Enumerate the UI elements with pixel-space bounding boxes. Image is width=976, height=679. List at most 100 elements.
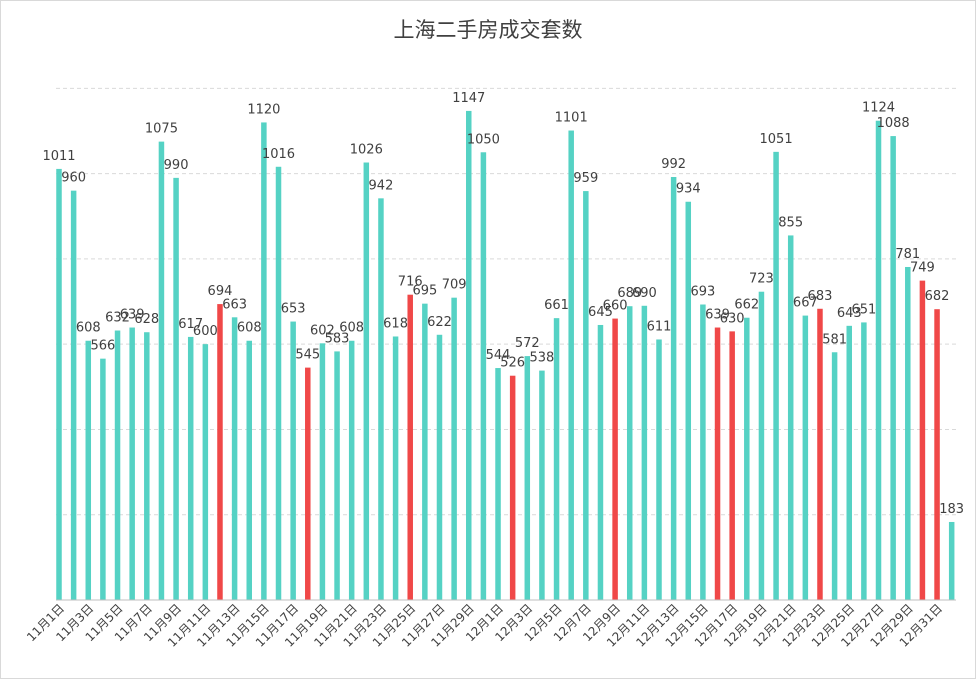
value-label: 581 [822,332,847,347]
value-label: 781 [895,247,920,262]
value-label: 716 [398,275,423,290]
value-label: 682 [925,289,950,304]
bar [407,294,413,600]
value-label: 600 [193,324,218,339]
bar [612,318,618,600]
bar [70,190,77,600]
value-label: 959 [573,171,598,186]
bar [670,177,677,600]
value-label: 1124 [862,101,895,116]
value-label: 1026 [350,143,383,158]
value-label: 544 [486,348,511,363]
bar [231,317,238,600]
bar [685,201,692,600]
value-label: 545 [295,348,320,363]
bar [466,110,472,601]
bar [758,291,765,600]
value-label: 602 [310,323,335,338]
bar [656,339,662,600]
value-label: 1011 [42,149,75,164]
value-label: 1120 [247,102,280,117]
value-label: 992 [661,157,686,172]
bar [539,370,545,600]
chart-title: 上海二手房成交套数 [394,18,583,42]
bar [773,151,779,600]
bar [378,198,384,600]
value-label: 643 [837,306,862,321]
bar [246,340,252,600]
value-label: 663 [222,297,247,312]
bar [187,336,194,600]
bar [217,304,223,600]
bar [787,235,794,601]
value-label: 942 [369,178,394,193]
bar [202,344,209,600]
bar [846,325,852,600]
value-label: 709 [442,278,467,293]
value-label: 628 [134,312,159,327]
value-label: 617 [178,317,203,332]
value-label: 695 [412,284,437,299]
value-label: 1016 [262,147,295,162]
bar [509,375,516,600]
bar [861,322,867,600]
value-label: 645 [588,305,613,320]
bar [85,340,92,600]
bar [334,351,340,600]
value-label: 611 [647,319,672,334]
value-label: 651 [851,302,876,317]
value-label: 639 [705,308,730,323]
value-label: 960 [61,171,86,186]
bar [129,327,135,600]
value-label: 689 [617,286,642,301]
value-label: 749 [910,261,935,276]
bar [890,136,896,601]
bar [553,318,560,600]
value-label: 639 [120,308,145,323]
bar [436,334,443,600]
value-label: 1088 [877,116,910,131]
bar [305,367,311,600]
value-label: 855 [778,215,803,230]
value-label: 622 [427,315,452,330]
value-label: 632 [105,311,130,326]
bar [100,358,106,600]
bar [144,332,150,600]
value-label: 653 [281,302,306,317]
bar [422,303,428,600]
bar [348,340,355,600]
value-label: 572 [515,336,540,351]
bar [583,191,589,600]
bar [831,352,838,600]
value-label: 1051 [760,132,793,147]
value-label: 690 [632,286,657,301]
value-label: 694 [208,284,233,299]
value-label: 1101 [555,111,588,126]
value-label: 618 [383,316,408,331]
bar [275,166,282,601]
value-label: 1050 [467,132,500,147]
value-label: 566 [90,339,115,354]
bar [905,266,911,600]
value-label: 183 [939,502,964,517]
bar [626,306,633,600]
value-label: 608 [339,321,364,336]
bar [319,343,326,600]
bar [934,309,940,600]
value-label: 934 [676,182,701,197]
bar [919,280,926,600]
bar [524,356,531,600]
bar [495,368,501,600]
bar [641,305,648,600]
bar [261,122,267,600]
bar [744,317,750,600]
bar [700,304,706,600]
bar [802,315,809,600]
bar [56,168,62,600]
value-label: 723 [749,272,774,287]
bar [392,336,399,600]
bar [114,330,121,600]
bar [948,521,955,600]
value-label: 990 [164,158,189,173]
